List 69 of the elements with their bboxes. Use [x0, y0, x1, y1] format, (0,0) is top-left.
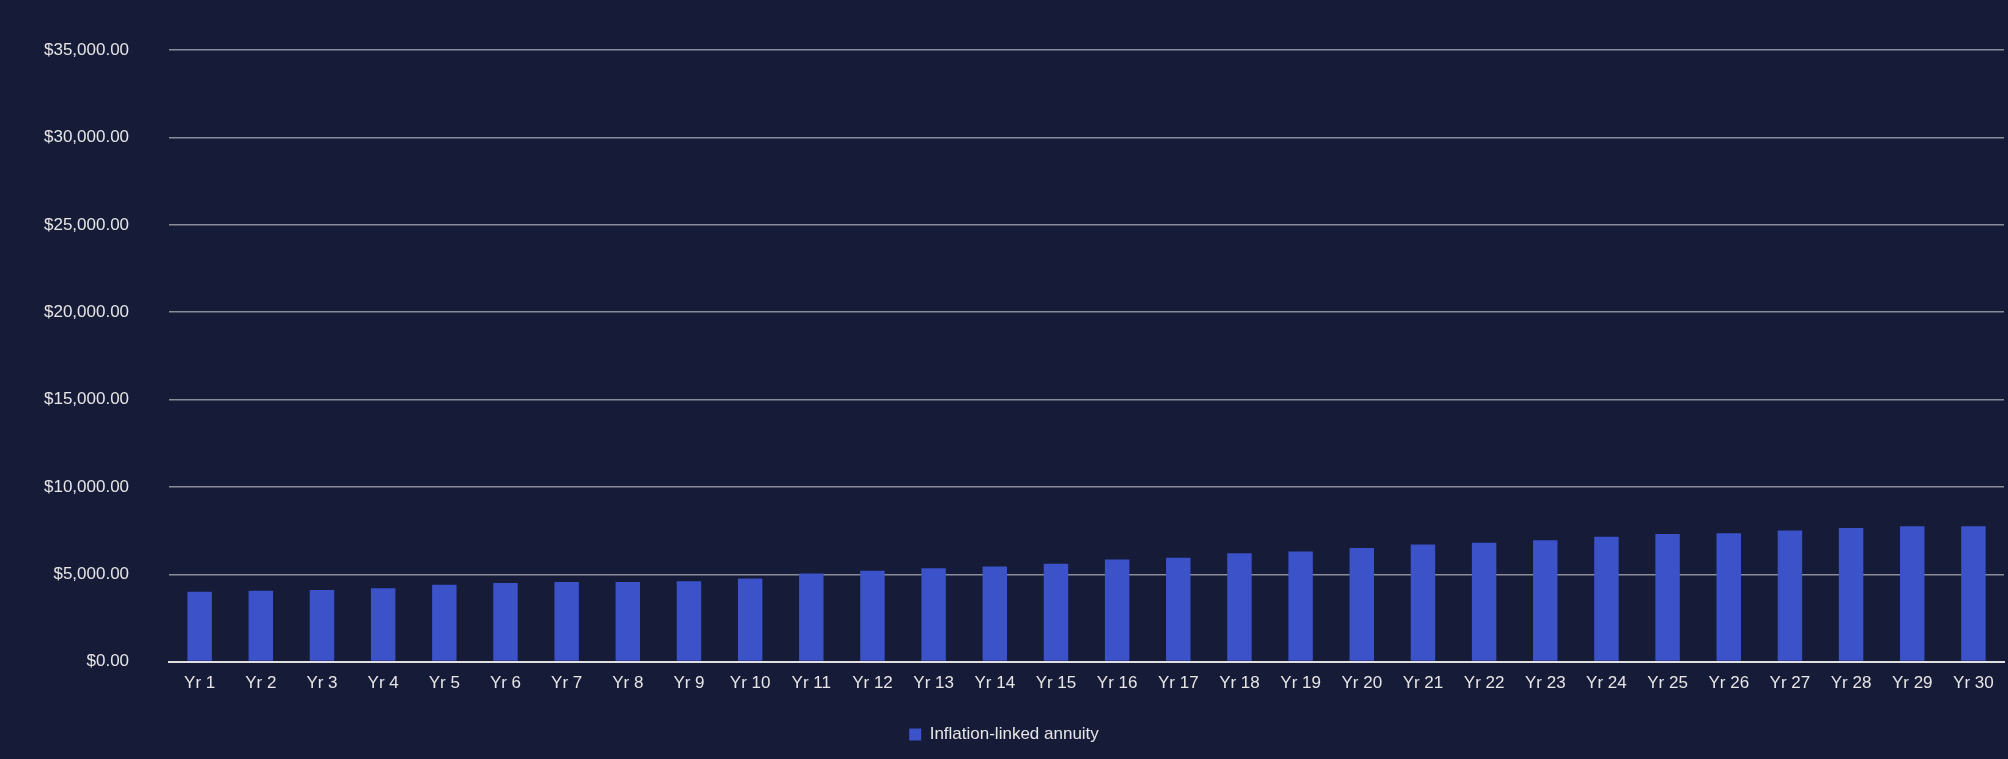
bar	[1410, 544, 1436, 661]
bar	[1777, 530, 1803, 661]
bar	[1655, 534, 1680, 661]
y-tick-label: $5,000.00	[53, 563, 130, 583]
x-tick-label: Yr 25	[1647, 673, 1688, 693]
x-tick-label: Yr 24	[1586, 673, 1627, 693]
bar	[370, 588, 396, 661]
bar	[1288, 551, 1313, 661]
x-tick-label: Yr 14	[974, 673, 1016, 693]
x-tick-label: Yr 10	[729, 673, 771, 693]
bar	[432, 584, 457, 661]
bar	[1594, 536, 1619, 661]
bar	[982, 566, 1008, 661]
x-tick-label: Yr 9	[673, 673, 705, 693]
x-tick-label: Yr 18	[1219, 673, 1260, 693]
bar	[1166, 557, 1191, 661]
x-tick-label: Yr 4	[367, 673, 399, 693]
x-tick-label: Yr 1	[184, 673, 216, 693]
x-tick-label: Yr 30	[1953, 673, 1994, 693]
bar	[1716, 533, 1741, 661]
bar	[187, 591, 212, 661]
y-tick-label: $30,000.00	[43, 127, 130, 147]
x-tick-label: Yr 11	[791, 673, 831, 693]
bar	[799, 573, 824, 661]
bar	[493, 582, 518, 661]
x-tick-label: Yr 28	[1830, 673, 1872, 693]
bar	[1349, 548, 1375, 661]
bar	[248, 590, 274, 661]
bar	[676, 581, 702, 661]
y-tick-label: $35,000.00	[43, 39, 130, 59]
bar	[615, 582, 641, 661]
x-tick-label: Yr 17	[1157, 673, 1199, 693]
x-tick-label: Yr 23	[1524, 673, 1566, 693]
x-tick-label: Yr 16	[1096, 673, 1138, 693]
y-tick-label: $25,000.00	[43, 214, 130, 234]
bar	[1838, 527, 1864, 661]
x-tick-label: Yr 12	[852, 673, 893, 693]
x-tick-label: Yr 22	[1463, 673, 1505, 693]
x-tick-label: Yr 5	[428, 673, 460, 693]
bar	[921, 568, 946, 661]
x-tick-label: Yr 26	[1708, 673, 1750, 693]
x-tick-label: Yr 15	[1035, 673, 1077, 693]
x-tick-label: Yr 29	[1891, 673, 1933, 693]
x-tick-label: Yr 19	[1280, 673, 1321, 693]
x-tick-label: Yr 21	[1402, 673, 1444, 693]
bar	[1533, 540, 1558, 661]
bar	[1227, 553, 1252, 661]
bar	[554, 582, 579, 661]
x-tick-label: Yr 27	[1769, 673, 1811, 693]
x-tick-label: Yr 8	[612, 673, 644, 693]
bar	[737, 578, 763, 661]
bar	[1471, 542, 1497, 661]
x-tick-label: Yr 6	[489, 673, 522, 693]
bar	[1961, 526, 1986, 661]
x-tick-label: Yr 13	[913, 673, 954, 693]
x-tick-label: Yr 2	[245, 673, 277, 693]
y-tick-label: $0.00	[86, 651, 130, 671]
x-tick-label: Yr 3	[306, 673, 338, 693]
bar	[1900, 526, 1925, 661]
bar	[1043, 563, 1069, 661]
bar	[1104, 559, 1130, 661]
x-tick-label: Yr 7	[551, 673, 583, 693]
y-tick-label: $15,000.00	[43, 389, 130, 409]
legend-label: Inflation-linked annuity	[929, 724, 1100, 744]
x-tick-label: Yr 20	[1341, 673, 1383, 693]
bar	[860, 570, 885, 661]
bar	[309, 589, 335, 661]
y-tick-label: $10,000.00	[43, 476, 130, 496]
y-tick-label: $20,000.00	[43, 301, 130, 321]
